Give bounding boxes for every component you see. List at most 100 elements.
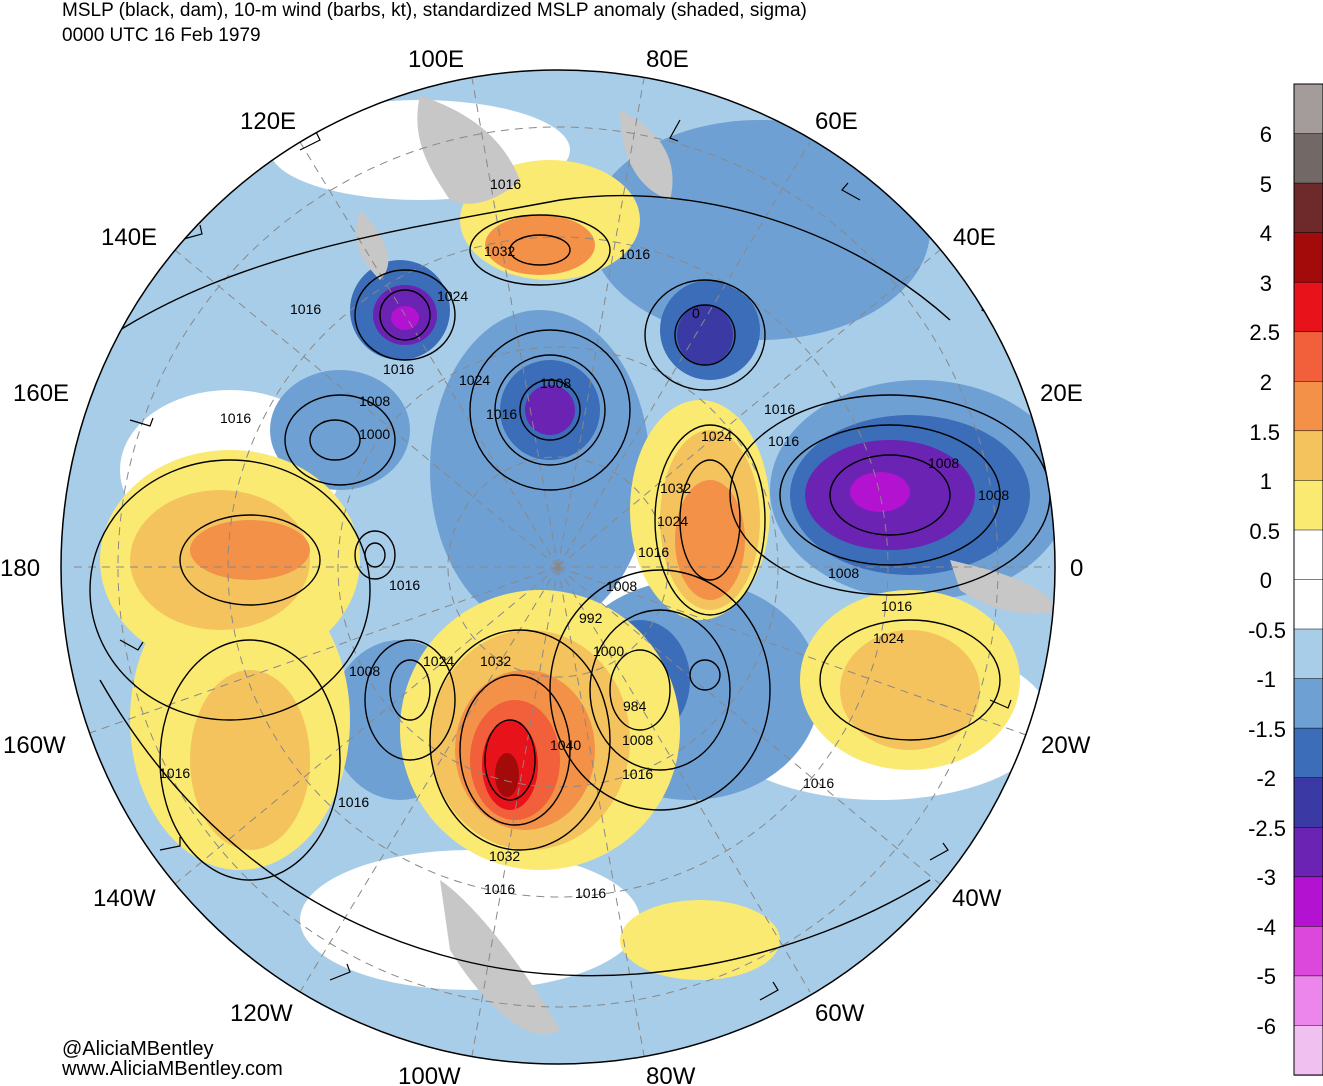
colorbar-swatch xyxy=(1293,678,1323,729)
negative-anomaly-core xyxy=(525,385,575,435)
positive-anomaly xyxy=(485,215,595,275)
colorbar-labels: 6 5 4 3 2.5 2 1.5 1 0.5 0 -0.5 -1 -1.5 -… xyxy=(1248,122,1286,1039)
isobar-label: 0 xyxy=(692,305,700,321)
isobar-label: 992 xyxy=(579,610,603,626)
isobar-label: 1016 xyxy=(768,433,799,449)
lon-label-40e: 40E xyxy=(953,224,996,251)
land-mask xyxy=(417,95,520,204)
isobar-label: 1024 xyxy=(423,653,454,669)
isobar-labels: 1016 1032 1016 1016 1024 0 1016 1024 100… xyxy=(159,176,1009,901)
colorbar-label: 0 xyxy=(1260,568,1272,593)
colorbar-label: -1 xyxy=(1256,667,1276,692)
credit-website: www.AliciaMBentley.com xyxy=(62,1058,283,1080)
colorbar: 6 5 4 3 2.5 2 1.5 1 0.5 0 -0.5 -1 -1.5 -… xyxy=(1248,83,1323,1076)
land-mask xyxy=(440,880,560,1035)
colorbar-swatch xyxy=(1293,83,1323,135)
colorbar-label: -3 xyxy=(1256,865,1276,890)
positive-anomaly xyxy=(190,520,310,580)
map-valid-time: 0000 UTC 16 Feb 1979 xyxy=(62,25,261,46)
lon-label-100w: 100W xyxy=(398,1063,461,1086)
colorbar-label: 3 xyxy=(1260,271,1272,296)
negative-anomaly xyxy=(590,120,930,340)
colorbar-label: -5 xyxy=(1256,964,1276,989)
isobar-label: 1016 xyxy=(220,410,251,426)
colorbar-swatch xyxy=(1293,381,1323,432)
lon-label-40w: 40W xyxy=(952,885,1002,912)
lon-label-20e: 20E xyxy=(1040,380,1083,407)
isobar-label: 1008 xyxy=(606,578,637,594)
colorbar-label: -2 xyxy=(1256,766,1276,791)
lon-label-60e: 60E xyxy=(815,108,858,135)
colorbar-swatch xyxy=(1293,232,1323,283)
colorbar-label: -2.5 xyxy=(1248,816,1286,841)
land-mask xyxy=(620,110,673,200)
land-mask xyxy=(950,560,1055,614)
lon-label-140w: 140W xyxy=(93,885,156,912)
isobar-label: 1008 xyxy=(928,455,959,471)
isobar-label: 1000 xyxy=(593,643,624,659)
isobar-label: 1032 xyxy=(489,848,520,864)
colorbar-frame xyxy=(1293,83,1323,1076)
colorbar-swatch xyxy=(1293,876,1323,928)
negative-anomaly-peak xyxy=(391,306,419,330)
map-boundary xyxy=(60,69,1056,1065)
isobar-label: 1016 xyxy=(575,885,606,901)
colorbar-label: 1 xyxy=(1260,469,1272,494)
colorbar-swatch xyxy=(1293,1025,1323,1076)
isobar-label: 1032 xyxy=(480,653,511,669)
lon-label-120w: 120W xyxy=(230,1000,293,1027)
isobar-label: 1032 xyxy=(660,480,691,496)
colorbar-label: -1.5 xyxy=(1248,717,1286,742)
colorbar-swatch xyxy=(1293,827,1323,878)
colorbar-label: 6 xyxy=(1260,122,1272,147)
colorbar-swatch xyxy=(1293,182,1323,234)
isobar-label: 1008 xyxy=(978,487,1009,503)
lon-label-80w: 80W xyxy=(646,1063,696,1086)
lon-label-180: 180 xyxy=(0,555,40,582)
negative-anomaly-peak xyxy=(850,472,910,512)
isobar-label: 1024 xyxy=(437,288,468,304)
isobar-label: 1008 xyxy=(828,565,859,581)
isobar-label: 1008 xyxy=(622,732,653,748)
colorbar-swatch xyxy=(1293,727,1323,779)
isobar-label: 984 xyxy=(623,698,647,714)
isobar-label: 1024 xyxy=(657,513,688,529)
isobar-label: 1008 xyxy=(349,663,380,679)
colorbar-label: 2.5 xyxy=(1249,320,1280,345)
isobar-label: 1016 xyxy=(638,544,669,560)
isobar-label: 1040 xyxy=(550,737,581,753)
colorbar-label: 1.5 xyxy=(1249,420,1280,445)
isobar-label: 1016 xyxy=(764,401,795,417)
map-disk xyxy=(61,70,1055,1064)
land-mask xyxy=(356,210,389,280)
lon-label-160e: 160E xyxy=(13,380,69,407)
colorbar-swatch xyxy=(1293,975,1323,1027)
positive-anomaly xyxy=(620,900,780,980)
lon-label-140e: 140E xyxy=(101,224,157,251)
lon-label-160w: 160W xyxy=(3,732,66,759)
positive-anomaly-peak xyxy=(495,753,519,797)
colorbar-swatch xyxy=(1293,281,1323,333)
negative-anomaly xyxy=(270,370,410,490)
isobar-label: 1016 xyxy=(803,775,834,791)
colorbar-label: -0.5 xyxy=(1248,618,1286,643)
lon-label-80e: 80E xyxy=(646,46,689,73)
isobar-label: 1016 xyxy=(159,765,190,781)
isobar-label: 1008 xyxy=(540,375,571,391)
isobar-label: 1008 xyxy=(359,393,390,409)
colorbar-swatch xyxy=(1293,480,1323,531)
credit-handle: @AliciaMBentley xyxy=(62,1038,214,1060)
lon-label-60w: 60W xyxy=(815,1000,865,1027)
lon-label-0: 0 xyxy=(1070,555,1083,582)
isobar-label: 1016 xyxy=(389,577,420,593)
colorbar-swatch xyxy=(1293,430,1323,482)
colorbar-swatch xyxy=(1293,133,1323,184)
isobar-label: 1032 xyxy=(484,243,515,259)
wind-barbs xyxy=(119,119,1012,1001)
lon-label-120e: 120E xyxy=(240,108,296,135)
colorbar-label: 0.5 xyxy=(1249,519,1280,544)
negative-anomaly-core xyxy=(677,305,733,365)
isobar-label: 1016 xyxy=(383,361,414,377)
isobar-label: 1016 xyxy=(486,406,517,422)
